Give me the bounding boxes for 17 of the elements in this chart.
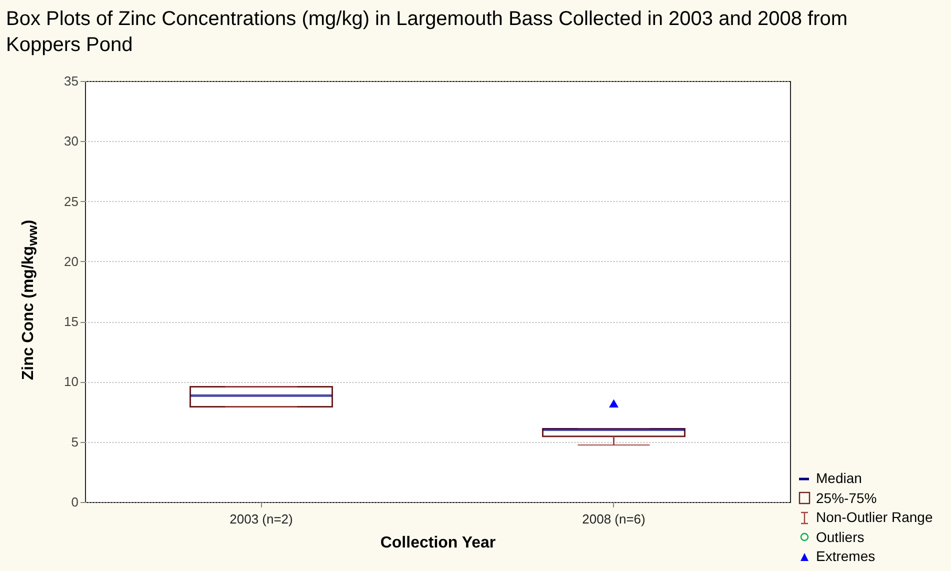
y-tick-label: 15 <box>64 314 78 330</box>
x-tick-label: 2008 (n=6) <box>582 512 646 526</box>
y-tick-label: 20 <box>64 254 78 269</box>
text: 25%-75% <box>816 488 877 508</box>
text: Outliers <box>816 528 864 546</box>
x-tick-label: 2003 (n=2) <box>230 512 293 526</box>
legend-label: Extremes <box>816 547 876 566</box>
y-tick-label: 25 <box>64 194 78 209</box>
y-tick-label: 35 <box>64 74 78 88</box>
x-axis-title: Collection Year <box>380 534 496 552</box>
chart-title: Box Plots of Zinc Concentrations (mg/kg) in Largemouth Bass Collected in 2003 and 2008 from Koppers Pond <box>6 7 849 58</box>
y-tick-label: 0 <box>71 494 78 510</box>
y-tick-label: 5 <box>71 434 78 450</box>
text: Median <box>816 469 862 488</box>
text: Non-Outlier Range <box>816 508 933 527</box>
y-tick-label: 30 <box>64 134 78 149</box>
y-tick-label: 10 <box>64 374 78 390</box>
